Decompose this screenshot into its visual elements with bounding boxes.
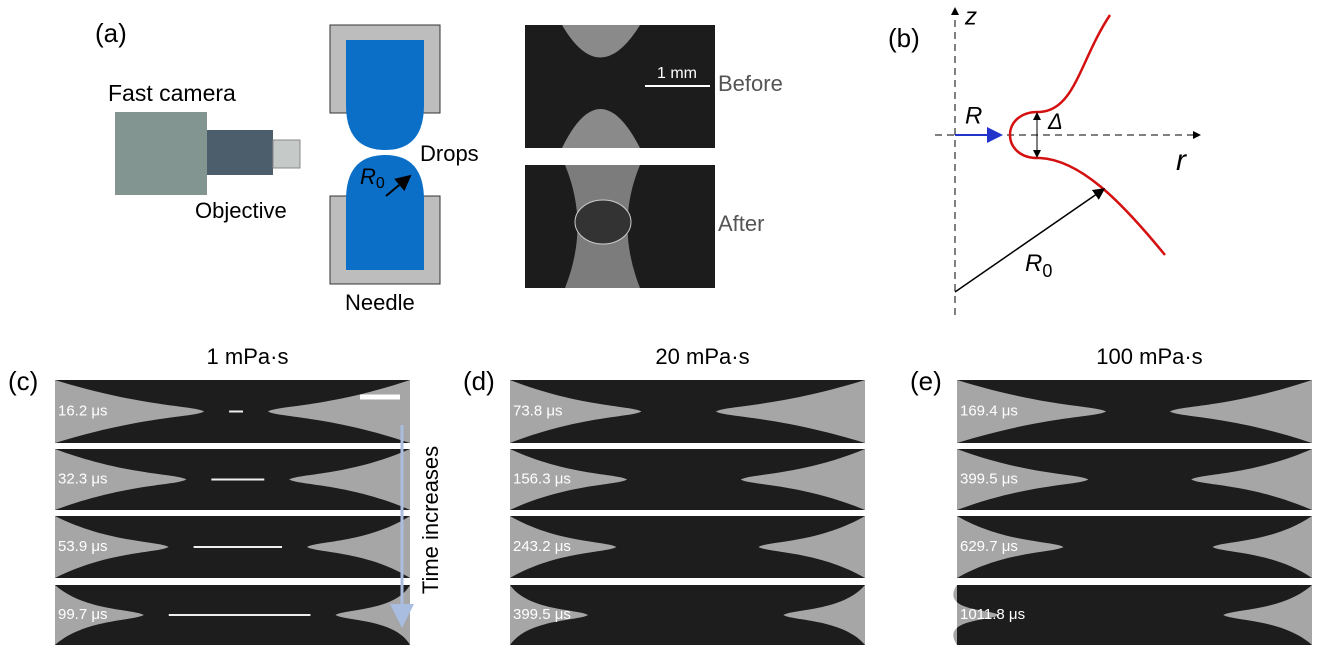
radius-label: R0 bbox=[1025, 250, 1052, 280]
subscript: 0 bbox=[1042, 261, 1052, 281]
figure: (a) Fast camera Objective R0 Drops Needl… bbox=[0, 0, 1319, 645]
gap-label: Δ bbox=[1047, 109, 1063, 134]
time-label: 399.5 μs bbox=[960, 470, 1018, 487]
time-label: 1011.8 μs bbox=[960, 606, 1025, 623]
z-label: z bbox=[964, 3, 977, 30]
camera bbox=[115, 112, 207, 195]
time-label: 629.7 μs bbox=[960, 538, 1018, 555]
viscosity-label: 1 mPa·s bbox=[207, 344, 289, 369]
time-label: 32.3 μs bbox=[58, 470, 108, 487]
scale-label: 1 mm bbox=[657, 65, 697, 82]
objective-label: Objective bbox=[195, 198, 287, 223]
time-label: 16.2 μs bbox=[58, 402, 108, 419]
drop-top bbox=[346, 40, 424, 150]
panel-label: (c) bbox=[8, 366, 38, 396]
before-label: Before bbox=[718, 71, 783, 96]
symbol: R bbox=[360, 164, 376, 189]
time-label: 169.4 μs bbox=[960, 402, 1018, 419]
needle-label: Needle bbox=[345, 290, 415, 315]
subscript: 0 bbox=[376, 175, 385, 192]
time-label: 99.7 μs bbox=[58, 606, 108, 623]
viscosity-label: 20 mPa·s bbox=[655, 344, 749, 369]
panel-label: (a) bbox=[95, 18, 127, 48]
objective bbox=[207, 130, 273, 175]
lens bbox=[273, 140, 300, 168]
symbol: R bbox=[1025, 250, 1042, 277]
time-label: 243.2 μs bbox=[513, 538, 571, 555]
after-label: After bbox=[718, 211, 764, 236]
time-label: 156.3 μs bbox=[513, 470, 571, 487]
panel-label: (d) bbox=[463, 366, 495, 396]
neck-label: R bbox=[965, 102, 982, 129]
time-label: Time increases bbox=[418, 446, 443, 594]
time-label: 399.5 μs bbox=[513, 606, 571, 623]
panel-label: (b) bbox=[888, 23, 920, 53]
r-label: r bbox=[1176, 144, 1187, 177]
panel-label: (e) bbox=[910, 366, 942, 396]
drops-label: Drops bbox=[420, 141, 479, 166]
drop-bottom bbox=[346, 155, 424, 270]
viscosity-label: 100 mPa·s bbox=[1096, 344, 1202, 369]
time-label: 53.9 μs bbox=[58, 538, 108, 555]
time-label: 73.8 μs bbox=[513, 402, 563, 419]
camera-label: Fast camera bbox=[108, 80, 236, 106]
